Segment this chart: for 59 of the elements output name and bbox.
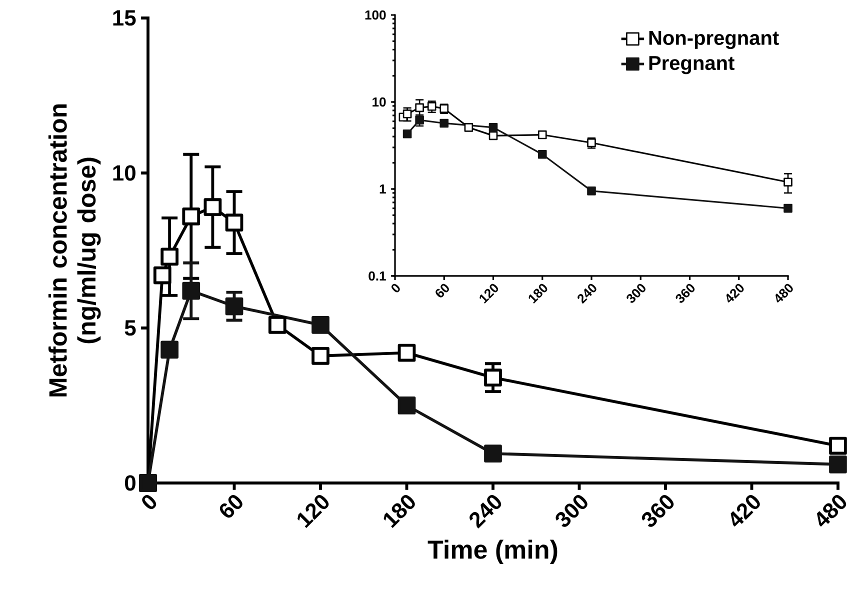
point	[427, 102, 436, 111]
x-tick-label: 180	[384, 494, 415, 528]
y-tick-label: 10	[113, 165, 136, 181]
x-tick-label: 60	[220, 494, 242, 518]
point	[538, 130, 547, 140]
point	[398, 344, 416, 362]
point	[268, 316, 286, 334]
legend-label: Pregnant	[649, 56, 734, 74]
x-tick-label: 300	[626, 284, 646, 303]
point	[488, 131, 498, 140]
point	[312, 346, 330, 365]
y-tick-label: 5	[124, 320, 136, 336]
y-tick-label: 15	[113, 10, 136, 26]
x-tick-label: 420	[726, 284, 744, 303]
point	[488, 123, 498, 132]
x-tick-label: 360	[676, 284, 695, 303]
x-tick-label: 240	[470, 494, 502, 528]
y-tick-label: 0	[125, 475, 136, 491]
point	[402, 109, 412, 118]
y-tick-label: 1	[380, 184, 386, 194]
point	[484, 368, 502, 387]
point	[182, 207, 200, 226]
point	[587, 186, 596, 196]
point	[398, 396, 416, 414]
x-tick-label: 360	[642, 494, 674, 527]
y-tick-label: 100	[365, 10, 386, 20]
point	[182, 282, 200, 300]
point	[160, 340, 179, 359]
y-axis-title: Metformin concentration (ng/ml/ug dose)	[48, 104, 101, 396]
point	[784, 204, 792, 213]
x-tick-label: 120	[480, 284, 498, 304]
x-tick-label: 120	[298, 494, 329, 528]
x-tick-label: 0	[391, 284, 400, 292]
point	[312, 316, 330, 334]
x-axis-title: Time (min)	[428, 540, 558, 564]
point	[415, 103, 424, 112]
point	[784, 178, 792, 187]
point	[538, 150, 547, 159]
x-tick-label: 60	[436, 284, 449, 298]
legend-label: Non-pregnant	[649, 31, 779, 50]
point	[153, 266, 172, 284]
point	[225, 297, 244, 316]
point	[464, 123, 474, 132]
point	[160, 248, 179, 266]
x-tick-label: 300	[556, 494, 588, 527]
x-tick-label: 480	[816, 494, 846, 527]
point	[204, 198, 222, 216]
y-tick-label: 10	[372, 97, 386, 107]
x-tick-label: 180	[528, 284, 548, 304]
point	[484, 444, 502, 462]
y-tick-label: 0.1	[368, 271, 386, 281]
point	[440, 118, 449, 128]
x-tick-label: 0	[142, 494, 156, 510]
x-tick-label: 240	[578, 284, 596, 304]
x-tick-label: 480	[776, 284, 793, 303]
point	[402, 129, 412, 138]
point	[415, 116, 424, 124]
x-tick-label: 420	[730, 494, 760, 527]
point	[225, 214, 244, 232]
